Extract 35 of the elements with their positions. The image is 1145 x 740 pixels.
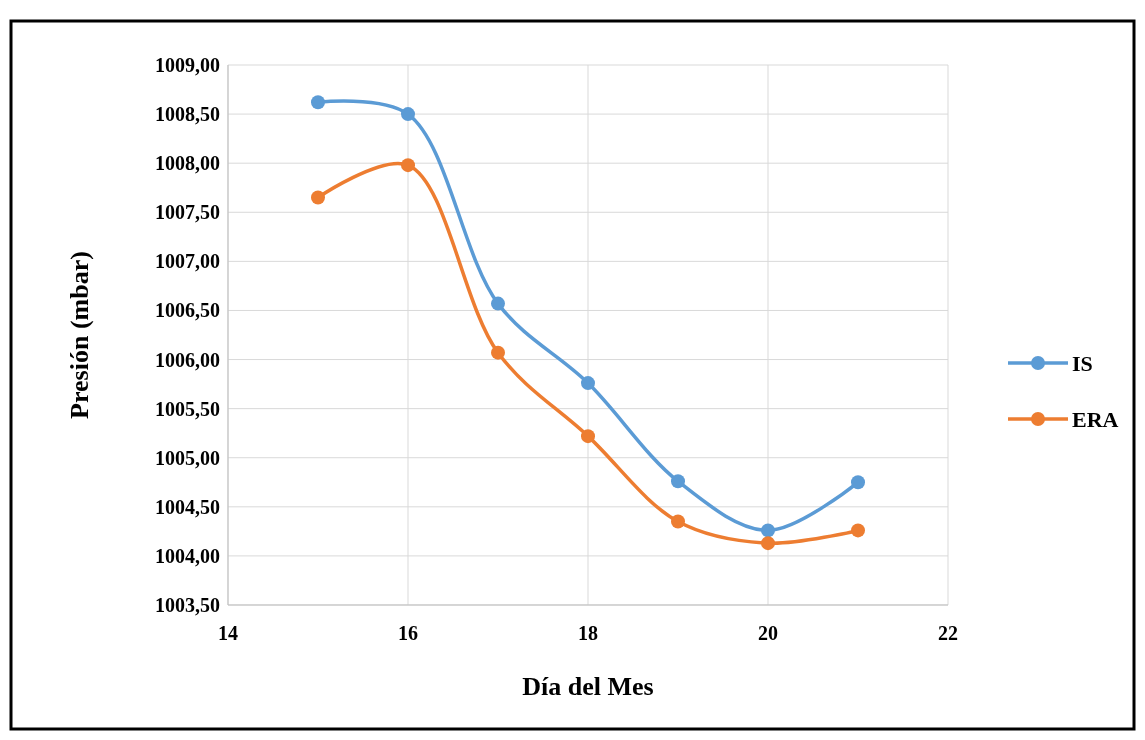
point [761, 536, 775, 551]
point [851, 523, 865, 538]
legend-label: ERA [1072, 406, 1119, 432]
x-tick-label: 18 [578, 622, 598, 644]
y-tick-label: 1004,50 [155, 495, 220, 518]
point [581, 429, 595, 444]
x-tick-label: 16 [398, 622, 418, 644]
legend-label: IS [1072, 350, 1093, 376]
y-tick-label: 1006,50 [155, 299, 220, 322]
point [761, 523, 775, 538]
y-tick-label: 1007,00 [155, 250, 220, 273]
y-axis-title: Presión (mbar) [65, 251, 94, 419]
x-tick-label: 22 [938, 622, 958, 644]
point [671, 474, 685, 489]
point [401, 107, 415, 122]
y-tick-label: 1006,00 [155, 348, 220, 371]
point [311, 190, 325, 205]
point [581, 376, 595, 391]
y-tick-label: 1004,00 [155, 544, 220, 567]
x-tick-label: 20 [758, 622, 778, 644]
point [491, 296, 505, 311]
x-axis-title: Día del Mes [522, 672, 654, 701]
point [851, 475, 865, 490]
point [311, 95, 325, 110]
x-tick-label: 14 [218, 622, 238, 644]
y-tick-label: 1008,00 [155, 152, 220, 175]
y-tick-label: 1007,50 [155, 201, 220, 224]
y-tick-label: 1005,00 [155, 446, 220, 469]
y-tick-label: 1008,50 [155, 103, 220, 126]
point [491, 345, 505, 360]
point [401, 158, 415, 173]
point [671, 514, 685, 529]
y-tick-label: 1003,50 [155, 594, 220, 616]
y-tick-label: 1005,50 [155, 397, 220, 420]
y-tick-label: 1009,00 [155, 54, 220, 76]
